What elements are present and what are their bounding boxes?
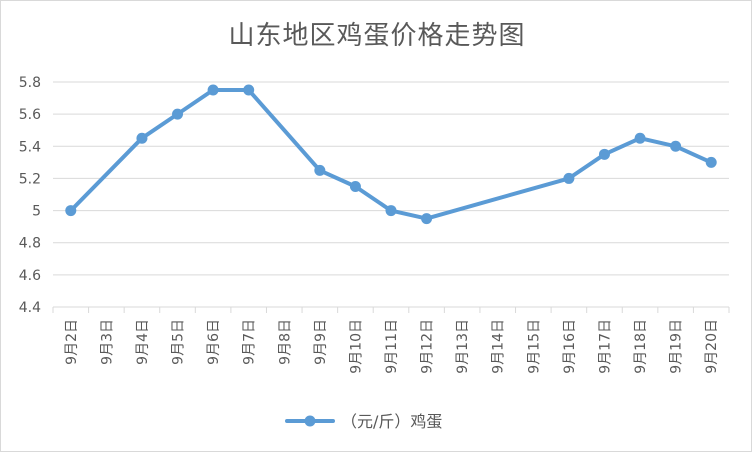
- data-point: [136, 132, 148, 144]
- series-line: [68, 88, 714, 221]
- x-tick-label: 9月7日: [242, 319, 258, 365]
- data-point: [563, 172, 575, 184]
- data-point: [207, 84, 219, 96]
- x-tick-label: 9月20日: [704, 319, 720, 374]
- x-tick-label: 9月3日: [99, 319, 115, 365]
- data-point: [314, 164, 326, 176]
- data-point: [172, 108, 184, 120]
- y-tick-label: 5.6: [19, 107, 41, 123]
- data-point: [385, 205, 397, 217]
- x-tick-label: 9月8日: [277, 319, 293, 365]
- data-point: [705, 156, 717, 168]
- data-point: [670, 140, 682, 152]
- y-tick-label: 5.2: [19, 171, 41, 187]
- data-point: [349, 180, 361, 192]
- x-tick-label: 9月12日: [420, 319, 436, 374]
- x-tick-label: 9月11日: [384, 319, 400, 374]
- y-tick-label: 4.4: [19, 300, 41, 316]
- y-tick-label: 4.6: [19, 268, 41, 284]
- x-tick-label: 9月10日: [348, 319, 364, 374]
- legend-label: （元/斤）鸡蛋: [341, 412, 442, 431]
- x-tick-label: 9月9日: [313, 319, 329, 365]
- x-tick-label: 9月4日: [135, 319, 151, 365]
- x-tick-label: 9月18日: [633, 319, 649, 374]
- data-point: [243, 84, 255, 96]
- x-tick-label: 9月13日: [455, 319, 471, 374]
- y-tick-label: 5.4: [19, 139, 41, 155]
- data-point: [65, 205, 77, 217]
- data-point: [421, 213, 433, 225]
- x-tick-label: 9月14日: [491, 319, 507, 374]
- x-tick-label: 9月6日: [206, 319, 222, 365]
- x-tick-label: 9月2日: [64, 319, 80, 365]
- data-point: [598, 148, 610, 160]
- data-point: [634, 132, 646, 144]
- x-tick-label: 9月17日: [597, 319, 613, 374]
- chart-title: 山东地区鸡蛋价格走势图: [228, 21, 526, 51]
- y-tick-label: 5: [32, 204, 41, 220]
- y-tick-label: 5.8: [19, 75, 41, 91]
- y-tick-label: 4.8: [19, 236, 41, 252]
- x-tick-label: 9月19日: [669, 319, 685, 374]
- x-tick-label: 9月5日: [171, 319, 187, 365]
- legend-marker: [304, 415, 316, 427]
- x-tick-label: 9月16日: [562, 319, 578, 374]
- x-tick-label: 9月15日: [526, 319, 542, 374]
